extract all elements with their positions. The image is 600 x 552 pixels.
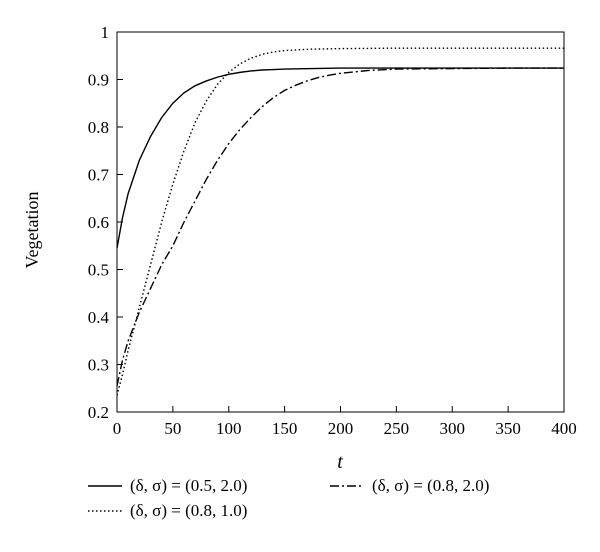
- y-tick-label: 0.2: [88, 403, 109, 422]
- y-tick-label: 0.7: [88, 166, 110, 185]
- legend-label-2: (δ, σ) = (0.8, 2.0): [372, 476, 489, 495]
- x-tick-label: 150: [272, 419, 298, 438]
- x-tick-label: 50: [164, 419, 181, 438]
- y-tick-label: 0.5: [88, 261, 109, 280]
- axes-layer: 0 50 100 150 200 250 300 350 400 0.2 0.3 0.4 0.5 0.6 0…: [88, 23, 577, 438]
- x-tick-label: 300: [440, 419, 466, 438]
- x-tick-label: 200: [328, 419, 354, 438]
- y-tick-label: 0.4: [88, 308, 110, 327]
- x-tick-label: 100: [216, 419, 242, 438]
- legend-label-1: (δ, σ) = (0.5, 2.0): [130, 476, 247, 495]
- series-line-1: [116, 67, 564, 249]
- y-tick-label: 0.3: [88, 356, 109, 375]
- x-axis-label: t: [337, 451, 343, 473]
- legend: (δ, σ) = (0.5, 2.0) (δ, σ) = (0.8, 2.0) (δ…: [88, 476, 489, 520]
- series-line-3: [116, 47, 564, 396]
- legend-label-3: (δ, σ) = (0.8, 1.0): [130, 501, 247, 520]
- y-tick-label: 0.6: [88, 213, 109, 232]
- series-line-2: [116, 67, 564, 387]
- x-tick-label: 400: [551, 419, 577, 438]
- x-tick-label: 250: [384, 419, 410, 438]
- y-tick-label: 0.9: [88, 71, 109, 90]
- y-tick-label: 0.8: [88, 118, 109, 137]
- series-layer: [116, 47, 564, 396]
- x-tick-label: 0: [113, 419, 122, 438]
- y-tick-label: 1: [101, 23, 110, 42]
- x-tick-label: 350: [495, 419, 521, 438]
- y-axis-label: Vegetation: [22, 192, 42, 269]
